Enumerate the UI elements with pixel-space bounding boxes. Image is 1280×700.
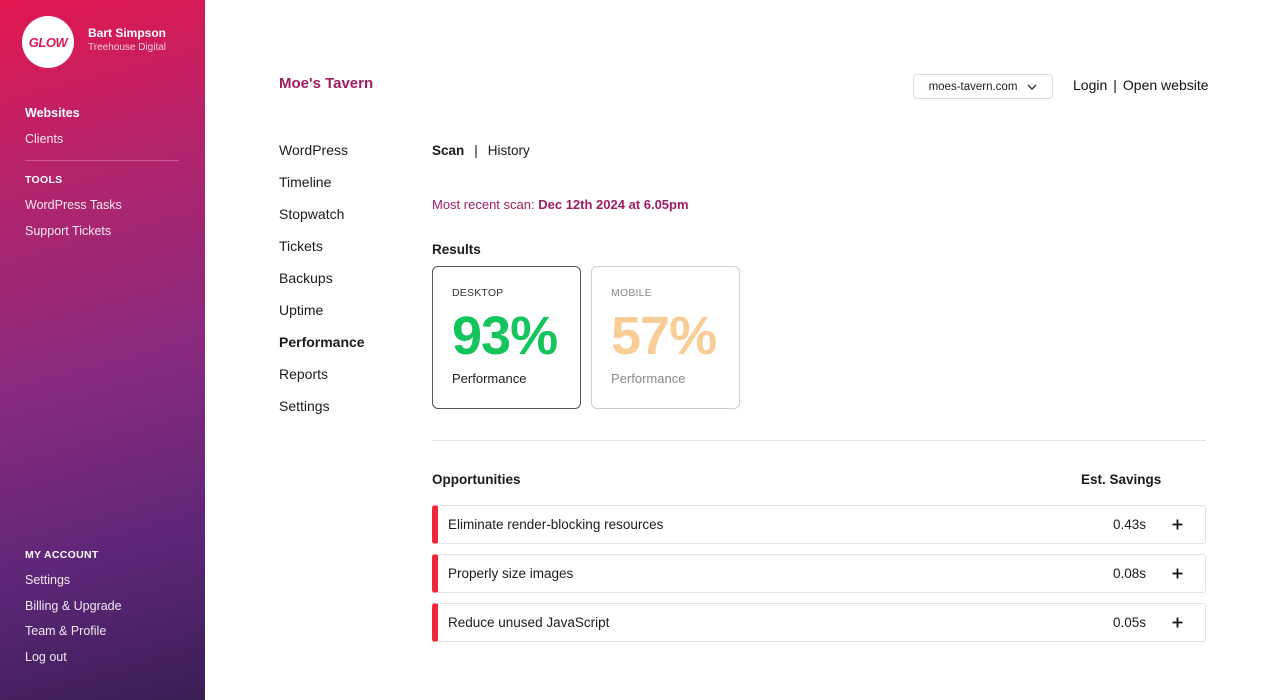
subnav-item-backups[interactable]: Backups: [279, 270, 333, 286]
subnav-item-performance[interactable]: Performance: [279, 334, 365, 350]
desktop-score-value: 93%: [452, 306, 558, 366]
sidebar-item-log-out[interactable]: Log out: [25, 650, 67, 664]
user-name: Bart Simpson: [88, 26, 167, 40]
profile-block[interactable]: GLOW Bart Simpson Treehouse Digital: [22, 16, 166, 68]
scan-tabs: Scan | History: [432, 143, 530, 158]
expand-plus-icon[interactable]: [1172, 617, 1183, 628]
sidebar-item-clients[interactable]: Clients: [25, 132, 64, 146]
expand-plus-icon[interactable]: [1172, 519, 1183, 530]
glow-logo[interactable]: GLOW: [22, 16, 74, 68]
tab-scan[interactable]: Scan: [432, 143, 465, 158]
sidebar-item-support-tickets[interactable]: Support Tickets: [25, 224, 112, 238]
subnav-item-tickets[interactable]: Tickets: [279, 238, 323, 254]
opportunity-row[interactable]: Properly size images 0.08s: [432, 554, 1206, 593]
mobile-score-value: 57%: [611, 306, 717, 366]
subnav-item-settings[interactable]: Settings: [279, 398, 330, 414]
desktop-caption: Performance: [452, 371, 527, 386]
opportunity-name: Reduce unused JavaScript: [448, 615, 610, 630]
subnav-item-uptime[interactable]: Uptime: [279, 302, 324, 318]
sidebar-item-wordpress-tasks[interactable]: WordPress Tasks: [25, 198, 122, 212]
est-savings-heading: Est. Savings: [1081, 472, 1162, 487]
logo-text: GLOW: [28, 34, 68, 50]
opportunity-row[interactable]: Reduce unused JavaScript 0.05s: [432, 603, 1206, 642]
company-name: Treehouse Digital: [88, 42, 167, 53]
mobile-caption: Performance: [611, 371, 686, 386]
tab-history[interactable]: History: [487, 143, 530, 158]
opportunity-saving: 0.43s: [1112, 517, 1146, 532]
scan-prefix: Most recent scan:: [432, 197, 535, 212]
most-recent-scan: Most recent scan: Dec 12th 2024 at 6.05p…: [432, 197, 689, 212]
sidebar-item-websites[interactable]: Websites: [25, 106, 80, 120]
open-website-link[interactable]: Open website: [1122, 77, 1209, 93]
chevron-down-icon: [1027, 84, 1037, 90]
opportunity-row[interactable]: Eliminate render-blocking resources 0.43…: [432, 505, 1206, 544]
subnav-item-reports[interactable]: Reports: [279, 366, 329, 382]
domain-select[interactable]: moes-tavern.com: [913, 74, 1053, 99]
login-link[interactable]: Login: [1073, 77, 1108, 93]
expand-plus-icon[interactable]: [1172, 568, 1183, 579]
opportunity-name: Eliminate render-blocking resources: [448, 517, 664, 532]
section-divider: [432, 440, 1206, 441]
tools-heading: TOOLS: [25, 174, 63, 186]
subnav-item-stopwatch[interactable]: Stopwatch: [279, 206, 345, 222]
header-separator: |: [1113, 77, 1117, 93]
desktop-label: DESKTOP: [452, 287, 504, 299]
scan-date: Dec 12th 2024 at 6.05pm: [538, 197, 689, 212]
tab-separator: |: [474, 143, 478, 158]
subnav-item-timeline[interactable]: Timeline: [279, 174, 332, 190]
sidebar-item-billing[interactable]: Billing & Upgrade: [25, 599, 122, 613]
header-links: Login | Open website: [1073, 77, 1209, 93]
desktop-score-card[interactable]: DESKTOP 93% Performance: [432, 266, 581, 409]
opportunity-saving: 0.08s: [1112, 566, 1146, 581]
sidebar: GLOW Bart Simpson Treehouse Digital Webs…: [0, 0, 205, 700]
my-account-heading: MY ACCOUNT: [25, 549, 99, 561]
domain-select-value: moes-tavern.com: [928, 80, 1018, 93]
sidebar-divider: [25, 160, 179, 161]
opportunity-name: Properly size images: [448, 566, 574, 581]
sidebar-item-team-profile[interactable]: Team & Profile: [25, 624, 107, 638]
opportunity-saving: 0.05s: [1112, 615, 1146, 630]
mobile-score-card[interactable]: MOBILE 57% Performance: [591, 266, 740, 409]
results-heading: Results: [432, 242, 481, 257]
sidebar-item-settings[interactable]: Settings: [25, 573, 71, 587]
subnav-item-wordpress[interactable]: WordPress: [279, 142, 348, 158]
site-title: Moe's Tavern: [279, 75, 374, 92]
opportunities-heading: Opportunities: [432, 472, 521, 487]
mobile-label: MOBILE: [611, 287, 652, 299]
profile-text: Bart Simpson Treehouse Digital: [88, 26, 166, 54]
